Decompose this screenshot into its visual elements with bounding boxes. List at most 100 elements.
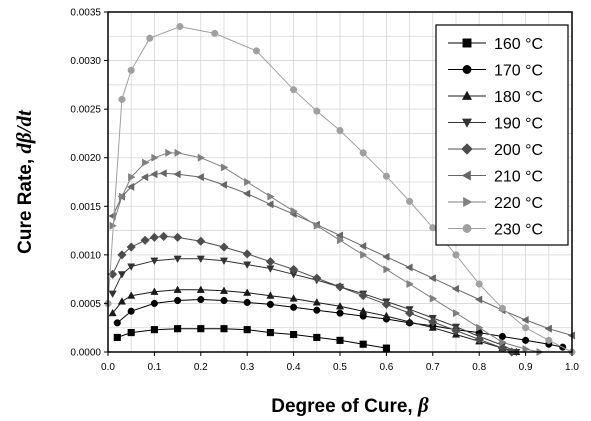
data-point: [266, 329, 274, 337]
data-point: [108, 308, 117, 317]
data-point: [159, 231, 169, 242]
data-point: [150, 257, 159, 265]
series-line: [112, 258, 517, 353]
x-tick-label: 0.7: [426, 362, 440, 373]
y-tick-label: 0.0015: [70, 202, 101, 213]
data-point: [126, 242, 136, 252]
data-point: [521, 315, 529, 324]
data-point: [197, 295, 205, 304]
data-point: [313, 221, 322, 230]
data-point: [128, 173, 136, 182]
x-axis: 0.0 0.1 0.2 0.3 0.4 0.5 0.6 0.7 0.8 0.9 1.0: [101, 352, 579, 373]
data-point: [220, 325, 228, 333]
data-point: [451, 325, 461, 336]
legend-marker: [462, 224, 472, 233]
series-7: [104, 23, 576, 356]
data-point: [108, 290, 117, 299]
data-point: [359, 340, 367, 348]
series-line: [112, 289, 517, 353]
legend-marker: [461, 90, 473, 100]
data-point: [406, 279, 414, 289]
x-tick-label: 0.6: [379, 362, 393, 373]
legend: 160 °C 170 °C 180 °C 190 °C 200 °C 210 °C 220 …: [435, 24, 569, 246]
data-point: [382, 252, 390, 261]
data-point: [336, 336, 344, 344]
data-point: [174, 296, 182, 305]
data-point: [113, 319, 121, 327]
legend-marker: [461, 170, 471, 181]
data-point: [428, 323, 437, 331]
data-point: [149, 232, 160, 243]
data-point: [498, 304, 506, 312]
y-tick-label: 0.0025: [70, 105, 101, 116]
data-point: [335, 282, 345, 292]
data-point: [335, 231, 344, 240]
data-point: [118, 192, 127, 201]
legend-label: 200 °C: [494, 142, 543, 159]
data-point: [196, 173, 204, 182]
data-point: [243, 288, 252, 296]
data-point: [127, 307, 135, 315]
data-point: [211, 29, 219, 37]
data-point: [113, 333, 121, 341]
x-tick-label: 1.0: [565, 362, 579, 373]
data-point: [522, 324, 530, 332]
data-point: [405, 317, 414, 325]
data-point: [360, 250, 368, 259]
data-point: [117, 250, 127, 260]
data-point: [383, 265, 391, 274]
data-point: [428, 317, 438, 327]
data-point: [118, 95, 126, 103]
data-point: [336, 126, 344, 135]
legend-item: 160 °C: [448, 36, 543, 53]
data-point: [173, 285, 182, 293]
data-point: [290, 86, 298, 94]
data-point: [220, 163, 229, 172]
data-point: [159, 169, 167, 178]
x-tick-label: 0.3: [240, 362, 254, 373]
data-point: [498, 332, 506, 341]
x-axis-title-text: Degree of Cure,: [271, 396, 418, 417]
data-point: [176, 23, 184, 31]
data-point: [243, 261, 252, 269]
legend-label: 230 °C: [494, 222, 543, 239]
legend-label: 190 °C: [494, 116, 543, 133]
data-point: [244, 177, 252, 187]
data-point: [117, 271, 126, 279]
legend-marker: [463, 196, 473, 208]
x-axis-title: Degree of Cure, β: [271, 393, 429, 417]
data-point: [452, 309, 461, 318]
x-tick-label: 0.4: [287, 362, 301, 373]
data-point: [174, 148, 182, 157]
y-axis-title: Cure Rate, dβ/dt: [12, 109, 36, 254]
y-tick-label: 0.0000: [70, 348, 101, 359]
series-4: [107, 231, 517, 357]
data-point: [475, 280, 483, 288]
data-point: [220, 296, 228, 305]
data-point: [474, 295, 483, 304]
data-point: [242, 249, 252, 259]
data-point: [252, 47, 261, 55]
data-point: [313, 306, 321, 314]
data-point: [522, 345, 530, 354]
data-point: [404, 308, 415, 318]
y-axis: 0.0000 0.0005 0.0010 0.0015 0.0020 0.0025 0.00…: [70, 8, 108, 359]
data-point: [476, 323, 484, 332]
data-point: [219, 257, 229, 265]
y-axis-title-text: Cure Rate,: [15, 154, 36, 254]
series-6: [109, 148, 544, 357]
y-tick-label: 0.0005: [70, 299, 101, 310]
data-point: [405, 263, 413, 272]
data-point: [290, 207, 298, 216]
legend-label: 210 °C: [494, 169, 543, 186]
legend-item: 200 °C: [448, 142, 543, 159]
data-point: [544, 324, 552, 333]
legend-label: 160 °C: [494, 36, 543, 53]
data-point: [150, 299, 158, 307]
y-tick-label: 0.0020: [70, 153, 101, 164]
legend-marker: [462, 38, 472, 48]
legend-label: 170 °C: [494, 63, 543, 80]
data-point: [196, 236, 206, 246]
series-layer: [104, 23, 576, 357]
